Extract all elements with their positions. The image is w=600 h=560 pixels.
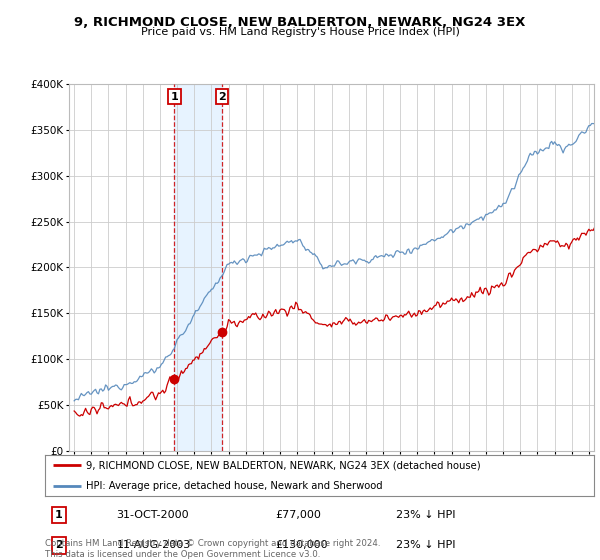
Text: HPI: Average price, detached house, Newark and Sherwood: HPI: Average price, detached house, Newa… bbox=[86, 480, 383, 491]
Text: 31-OCT-2000: 31-OCT-2000 bbox=[116, 510, 189, 520]
Text: 23% ↓ HPI: 23% ↓ HPI bbox=[397, 540, 456, 550]
Text: 23% ↓ HPI: 23% ↓ HPI bbox=[397, 510, 456, 520]
Text: 1: 1 bbox=[170, 92, 178, 102]
Text: £77,000: £77,000 bbox=[275, 510, 322, 520]
Text: 2: 2 bbox=[55, 540, 62, 550]
Text: Contains HM Land Registry data © Crown copyright and database right 2024.
This d: Contains HM Land Registry data © Crown c… bbox=[45, 539, 380, 559]
Text: £130,000: £130,000 bbox=[275, 540, 328, 550]
Text: 1: 1 bbox=[55, 510, 62, 520]
Bar bbox=[174, 84, 222, 451]
Text: Price paid vs. HM Land Registry's House Price Index (HPI): Price paid vs. HM Land Registry's House … bbox=[140, 27, 460, 37]
Text: 2: 2 bbox=[218, 92, 226, 102]
Text: 11-AUG-2003: 11-AUG-2003 bbox=[116, 540, 191, 550]
Text: 9, RICHMOND CLOSE, NEW BALDERTON, NEWARK, NG24 3EX: 9, RICHMOND CLOSE, NEW BALDERTON, NEWARK… bbox=[74, 16, 526, 29]
Text: 9, RICHMOND CLOSE, NEW BALDERTON, NEWARK, NG24 3EX (detached house): 9, RICHMOND CLOSE, NEW BALDERTON, NEWARK… bbox=[86, 460, 481, 470]
